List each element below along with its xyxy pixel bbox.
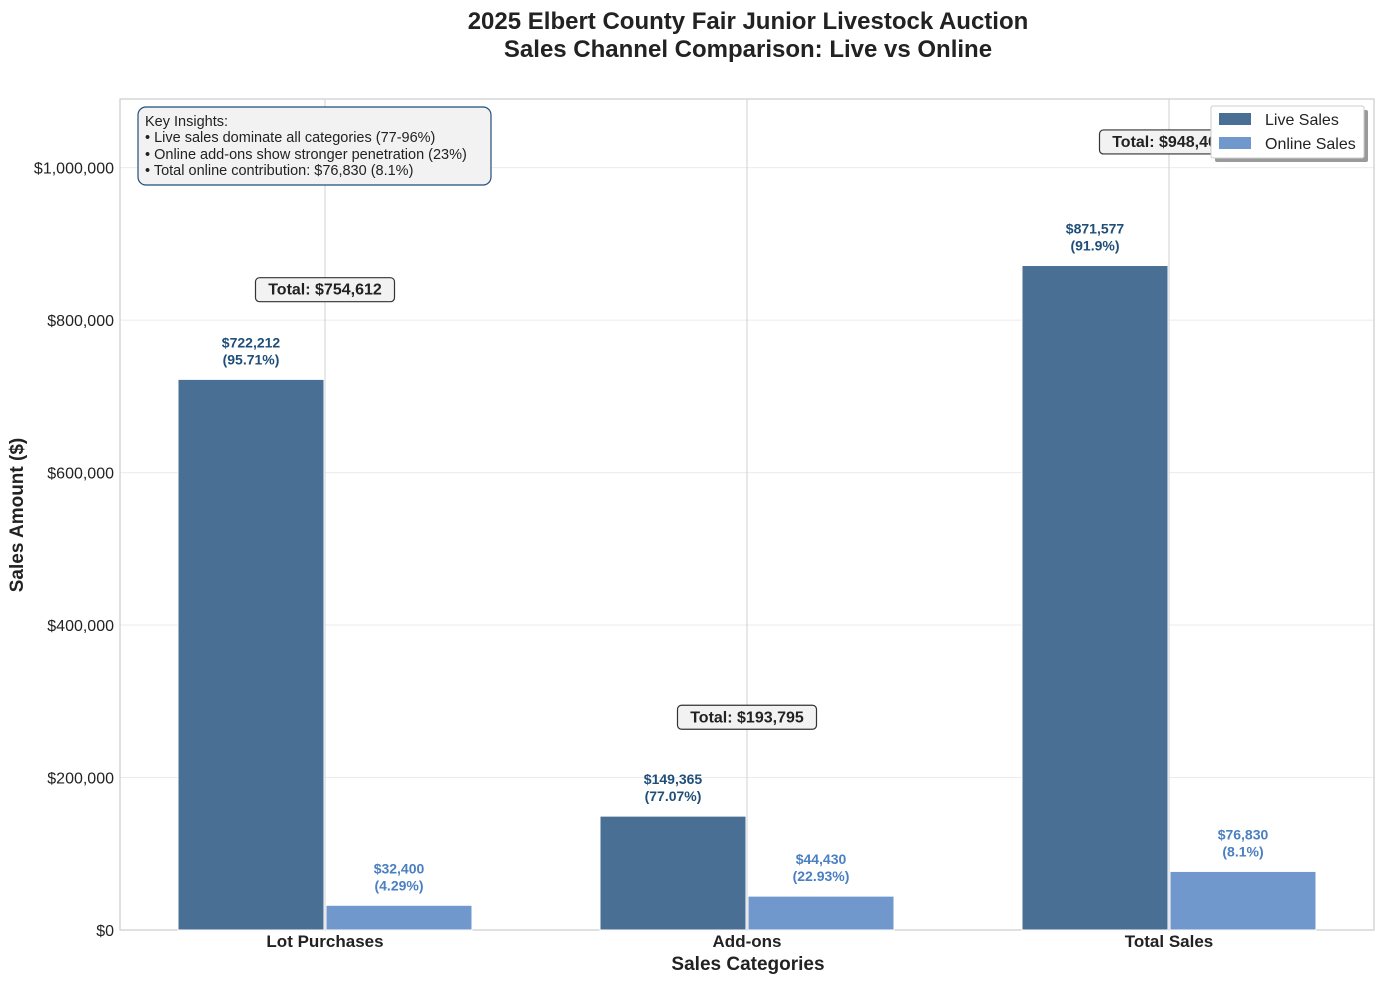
- bar-value-label: $44,430: [796, 851, 847, 867]
- bar-percent-label: (91.9%): [1070, 238, 1119, 254]
- bar-percent-label: (95.71%): [223, 351, 280, 367]
- total-label: Total: $948,406: [1112, 134, 1226, 151]
- insights-item: • Online add-ons show stronger penetrati…: [145, 147, 467, 163]
- x-axis-label: Sales Categories: [671, 954, 824, 975]
- bar-value-label: $149,365: [644, 771, 703, 787]
- y-tick-label: $200,000: [47, 771, 114, 788]
- bar-online-sales: [1169, 870, 1317, 931]
- plot-frame: [119, 98, 1375, 931]
- y-tick-label: $800,000: [47, 313, 114, 330]
- total-labels: Total: $754,612 Total: $193,795 Total: $94…: [254, 129, 1240, 730]
- total-label-box: [676, 704, 818, 730]
- total-label: Total: $754,612: [268, 282, 382, 299]
- y-tick-label: $1,000,000: [34, 161, 114, 178]
- x-tick-label: Total Sales: [1125, 932, 1214, 951]
- x-ticks: Lot Purchases Add-ons Total Sales: [266, 932, 1213, 951]
- bar-percent-label: (8.1%): [1222, 843, 1263, 859]
- y-ticks: $0 $200,000 $400,000 $600,000 $800,000 $1,000…: [34, 161, 114, 940]
- bar-online-sales: [747, 895, 895, 931]
- insights-item: • Live sales dominate all categories (77…: [145, 130, 435, 146]
- insights-box: Key Insights: • Live sales dominate all …: [137, 106, 492, 186]
- bar-value-label: $871,577: [1066, 221, 1125, 237]
- x-tick-label: Add-ons: [713, 932, 782, 951]
- bar-live-sales: [599, 815, 747, 931]
- total-label-box: [254, 277, 396, 303]
- legend-label-online: Online Sales: [1265, 136, 1356, 153]
- bar-live-sales: [1021, 265, 1169, 931]
- bars: [177, 265, 1317, 931]
- bar-value-label: $32,400: [374, 860, 425, 876]
- y-tick-label: $0: [96, 923, 114, 940]
- x-tick-label: Lot Purchases: [266, 932, 383, 951]
- insights-heading: Key Insights:: [145, 114, 228, 130]
- insights-box-frame: [137, 106, 492, 186]
- chart-title: 2025 Elbert County Fair Junior Livestock…: [468, 8, 1029, 35]
- bar-value-label: $76,830: [1218, 826, 1269, 842]
- y-tick-label: $600,000: [47, 466, 114, 483]
- legend-swatch-online: [1219, 137, 1251, 149]
- bar-live-sales: [177, 378, 325, 931]
- bar-labels: $722,212(95.71%) $32,400(4.29%) $149,365(7…: [222, 221, 1269, 894]
- legend-swatch-live: [1219, 113, 1251, 125]
- bar-percent-label: (4.29%): [374, 877, 423, 893]
- bar-online-sales: [325, 904, 473, 931]
- y-tick-label: $400,000: [47, 618, 114, 635]
- chart-subtitle: Sales Channel Comparison: Live vs Online: [504, 36, 992, 63]
- insights-item: • Total online contribution: $76,830 (8.…: [145, 163, 413, 179]
- bar-percent-label: (22.93%): [793, 868, 850, 884]
- y-axis-label: Sales Amount ($): [7, 438, 28, 593]
- bar-percent-label: (77.07%): [645, 788, 702, 804]
- legend-label-live: Live Sales: [1265, 112, 1339, 129]
- bar-value-label: $722,212: [222, 334, 281, 350]
- total-label: Total: $193,795: [690, 709, 804, 726]
- legend: Live Sales Online Sales: [1210, 105, 1368, 162]
